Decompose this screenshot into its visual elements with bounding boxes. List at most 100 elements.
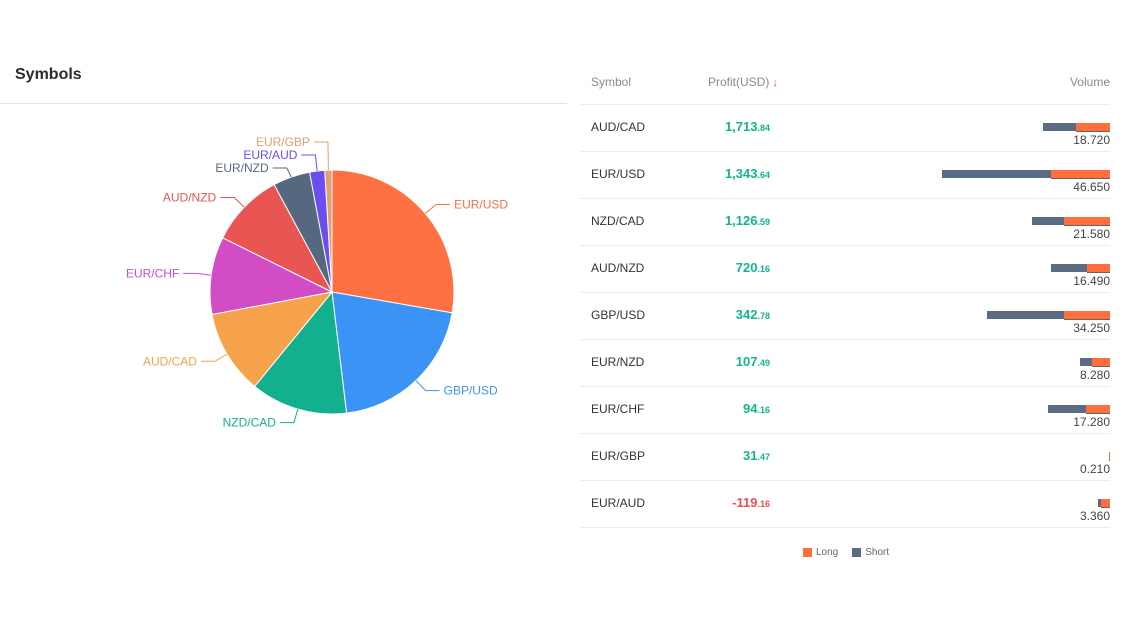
volume-value: 18.720 xyxy=(1073,133,1110,147)
volume-bar xyxy=(1042,123,1110,131)
pie-slice[interactable] xyxy=(253,290,348,415)
header-symbol[interactable]: Symbol xyxy=(591,75,632,89)
pie-leader-line xyxy=(200,353,228,362)
volume-bar xyxy=(1032,217,1110,225)
table-header: Symbol Profit(USD) ↓ Volume xyxy=(580,56,1110,105)
legend-item-short[interactable]: Short xyxy=(852,547,889,558)
profit-integer: -119 xyxy=(732,495,758,510)
pie-slice[interactable] xyxy=(222,183,334,294)
table-row[interactable]: NZD/CAD 1,126.59 21.580 xyxy=(580,199,1110,246)
volume-bar-long xyxy=(1087,264,1110,272)
profit-decimal: .16 xyxy=(757,264,770,274)
legend-label-short: Short xyxy=(865,547,890,558)
volume-bar xyxy=(1050,264,1110,272)
pie-label: EUR/AUD xyxy=(243,148,297,162)
table-row[interactable]: EUR/CHF 94.16 17.280 xyxy=(580,387,1110,434)
pie-label: GBP/USD xyxy=(444,384,498,398)
volume-bar-short xyxy=(1042,123,1076,131)
volume-bar xyxy=(1047,405,1110,413)
legend-swatch-short xyxy=(852,548,862,557)
profit-integer: 1,343 xyxy=(724,166,758,181)
title-divider xyxy=(0,103,567,104)
table-row[interactable]: AUD/NZD 720.16 16.490 xyxy=(580,246,1110,293)
pie-label: AUD/CAD xyxy=(143,354,197,368)
profit-decimal: .49 xyxy=(757,358,770,368)
legend-label-long: Long xyxy=(816,547,839,558)
volume-underline xyxy=(1086,413,1110,414)
pie-slice[interactable] xyxy=(331,169,455,314)
profit-cell: -119.16 xyxy=(670,495,770,510)
volume-bar xyxy=(1080,358,1110,366)
volume-value: 46.650 xyxy=(1073,180,1110,194)
profit-decimal: .64 xyxy=(757,170,770,180)
volume-bar xyxy=(1097,499,1110,507)
volume-bar xyxy=(986,311,1110,319)
symbols-table: Symbol Profit(USD) ↓ Volume AUD/CAD 1,713.… xyxy=(580,56,1110,528)
volume-value: 17.280 xyxy=(1073,415,1110,429)
volume-bar-short xyxy=(986,311,1065,319)
pie-chart-svg: EUR/USD GBP/USD NZD/CAD AUD/CAD EUR/CHF AUD/N… xyxy=(126,135,508,430)
profit-integer: 107 xyxy=(735,354,758,369)
header-volume[interactable]: Volume xyxy=(1069,75,1110,89)
profit-decimal: .84 xyxy=(757,123,770,133)
pie-chart: EUR/USD GBP/USD NZD/CAD AUD/CAD EUR/CHF AUD/N… xyxy=(0,104,567,524)
volume-bar-long xyxy=(1100,499,1110,507)
volume-bar-long xyxy=(1064,217,1110,225)
profit-integer: 1,713 xyxy=(724,119,758,134)
volume-bar-short xyxy=(1050,264,1088,272)
volume-bar-long xyxy=(1091,358,1110,366)
profit-decimal: .47 xyxy=(757,452,770,462)
volume-legend: Long Short xyxy=(803,547,889,558)
profit-cell: 94.16 xyxy=(670,401,770,416)
volume-value: 3.360 xyxy=(1079,509,1110,523)
table-row[interactable]: AUD/CAD 1,713.84 18.720 xyxy=(580,105,1110,152)
pie-leader-line xyxy=(183,272,212,276)
header-profit[interactable]: Profit(USD) ↓ xyxy=(708,75,778,89)
sort-desc-icon[interactable]: ↓ xyxy=(772,77,778,89)
table-row[interactable]: GBP/USD 342.78 34.250 xyxy=(580,293,1110,340)
volume-underline xyxy=(1051,178,1110,179)
symbol-cell: EUR/AUD xyxy=(591,496,646,510)
table-body: AUD/CAD 1,713.84 18.720 EUR/USD 1,343.64 46.6… xyxy=(580,105,1110,528)
pie-label: EUR/CHF xyxy=(126,266,179,280)
symbol-cell: NZD/CAD xyxy=(591,214,645,228)
header-profit-label: Profit(USD) xyxy=(708,75,770,89)
symbol-cell: EUR/NZD xyxy=(591,355,645,369)
symbol-cell: EUR/GBP xyxy=(591,449,646,463)
symbol-cell: EUR/CHF xyxy=(591,402,645,416)
volume-bar-long xyxy=(1075,123,1110,131)
volume-value: 21.580 xyxy=(1073,227,1110,241)
volume-bar-short xyxy=(1032,217,1065,225)
pie-label: EUR/USD xyxy=(454,197,508,211)
symbol-cell: EUR/USD xyxy=(591,167,646,181)
profit-decimal: .59 xyxy=(757,217,770,227)
profit-cell: 720.16 xyxy=(670,260,770,275)
volume-underline xyxy=(1091,366,1110,367)
volume-bar-short xyxy=(1047,405,1087,413)
volume-underline xyxy=(1064,319,1110,320)
volume-bar-short xyxy=(942,170,1052,178)
pie-leader-line xyxy=(301,154,318,171)
profit-decimal: .16 xyxy=(757,405,770,415)
pie-label: EUR/GBP xyxy=(256,135,310,149)
volume-bar-long xyxy=(1051,170,1110,178)
volume-bar xyxy=(1109,452,1110,460)
symbol-cell: AUD/CAD xyxy=(591,120,646,134)
volume-value: 16.490 xyxy=(1073,274,1110,288)
volume-bar-long xyxy=(1109,452,1110,460)
pie-label: EUR/NZD xyxy=(215,161,269,175)
pie-slice[interactable] xyxy=(211,291,334,388)
table-row[interactable]: EUR/GBP 31.47 0.210 xyxy=(580,434,1110,481)
panel-title: Symbols xyxy=(15,66,82,83)
volume-underline xyxy=(1087,272,1110,273)
profit-integer: 342 xyxy=(735,307,758,322)
volume-underline xyxy=(1100,507,1110,508)
table-row[interactable]: EUR/AUD -119.16 3.360 xyxy=(580,481,1110,528)
pie-slice[interactable] xyxy=(331,291,453,414)
legend-item-long[interactable]: Long xyxy=(803,547,838,558)
volume-bar-short xyxy=(1080,358,1092,366)
profit-cell: 1,126.59 xyxy=(670,213,770,228)
table-row[interactable]: EUR/USD 1,343.64 46.650 xyxy=(580,152,1110,199)
pie-slice[interactable] xyxy=(209,237,334,316)
table-row[interactable]: EUR/NZD 107.49 8.280 xyxy=(580,340,1110,387)
